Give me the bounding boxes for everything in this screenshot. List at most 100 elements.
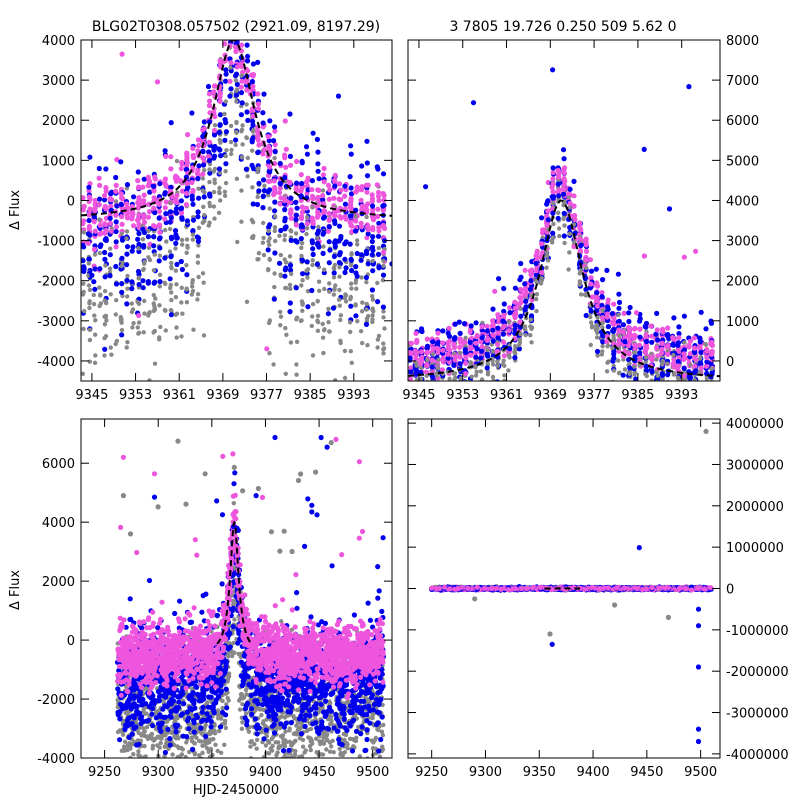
data-point [203, 722, 208, 728]
data-point [605, 323, 612, 330]
data-point [212, 180, 217, 186]
data-point [528, 313, 535, 319]
data-point [124, 244, 131, 250]
data-point [294, 205, 300, 211]
data-point [495, 312, 501, 318]
data-point [342, 256, 348, 262]
data-point [522, 267, 528, 273]
data-point [375, 206, 381, 212]
data-point [85, 240, 91, 246]
data-point [309, 193, 316, 199]
data-point [335, 93, 342, 99]
data-point [260, 205, 266, 211]
data-point [114, 383, 118, 387]
data-point [233, 92, 239, 98]
data-point [480, 328, 486, 334]
data-point [310, 220, 316, 227]
data-point [169, 730, 174, 736]
data-point [342, 269, 348, 276]
data-point [240, 123, 245, 128]
data-point [572, 216, 578, 222]
data-point [506, 328, 512, 334]
data-point [190, 189, 196, 195]
data-point [136, 241, 142, 247]
data-point [557, 233, 562, 239]
data-point [200, 271, 206, 276]
data-point [676, 348, 682, 354]
data-point [431, 383, 435, 387]
data-point [490, 349, 496, 354]
data-point [299, 253, 304, 259]
data-point [168, 154, 174, 160]
data-point [315, 313, 321, 318]
data-point [212, 177, 217, 182]
data-point [430, 339, 436, 345]
data-point [606, 343, 611, 348]
data-point [195, 292, 201, 297]
data-point [375, 193, 382, 199]
data-point [140, 285, 146, 291]
data-point [135, 325, 140, 330]
data-point [321, 350, 326, 356]
data-point [327, 216, 333, 222]
data-point [228, 60, 234, 66]
data-point [331, 253, 337, 259]
data-point [148, 784, 152, 788]
data-point [627, 332, 634, 338]
data-point [408, 382, 413, 387]
data-point [267, 178, 273, 184]
data-point [267, 318, 273, 323]
data-point [370, 294, 375, 299]
data-point [283, 325, 288, 331]
data-point [348, 223, 354, 229]
data-point [600, 308, 605, 313]
data-point [325, 228, 331, 234]
data-point [348, 303, 354, 309]
data-point [103, 227, 109, 234]
data-point [329, 714, 334, 719]
data-point [333, 378, 338, 381]
data-point [147, 378, 152, 381]
data-point [283, 779, 287, 783]
data-point [278, 314, 284, 319]
data-point [218, 140, 223, 145]
data-point [282, 273, 288, 279]
data-point [228, 139, 234, 145]
data-point [255, 137, 261, 143]
data-point [429, 364, 435, 370]
data-point [204, 746, 210, 751]
data-point [364, 160, 370, 166]
data-point [196, 225, 202, 230]
data-point [129, 279, 135, 285]
data-point [588, 314, 593, 320]
data-point [342, 348, 348, 354]
data-point [616, 305, 622, 311]
data-point [89, 272, 95, 278]
data-point [113, 341, 118, 347]
data-point [655, 399, 660, 404]
data-point [698, 349, 704, 355]
data-point [309, 287, 315, 294]
data-point [271, 362, 276, 367]
data-point [282, 215, 288, 221]
data-point [263, 743, 269, 748]
data-point [288, 162, 294, 168]
data-point [321, 229, 327, 235]
data-point [348, 191, 355, 197]
data-point [231, 602, 236, 607]
data-point [120, 260, 125, 265]
data-point [125, 403, 129, 407]
data-point [184, 190, 190, 196]
data-point [146, 209, 153, 215]
data-point [473, 340, 479, 346]
data-point [157, 279, 163, 285]
data-point [250, 113, 256, 119]
data-point [293, 771, 297, 775]
data-point [389, 261, 392, 267]
data-point [215, 748, 220, 754]
data-point [124, 229, 130, 234]
data-point [485, 361, 490, 366]
data-point [533, 278, 539, 284]
data-point [113, 188, 119, 194]
data-point [556, 226, 562, 231]
